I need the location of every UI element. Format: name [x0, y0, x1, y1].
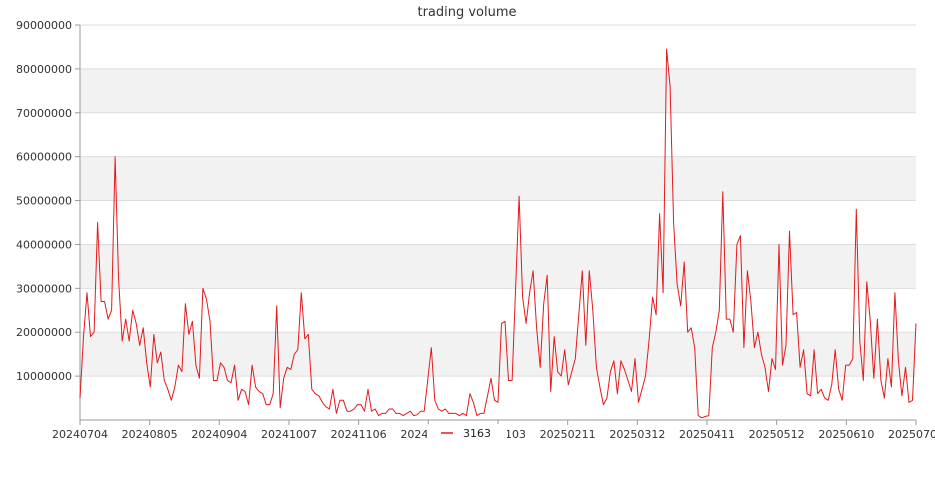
y-tick-label: 30000000: [16, 282, 72, 295]
series-group: [79, 48, 917, 419]
grid-band: [80, 200, 916, 245]
grid-band: [80, 156, 916, 201]
legend: 3163: [427, 424, 507, 440]
x-tick-label: 20250211: [540, 428, 596, 441]
y-tick-label: 80000000: [16, 63, 72, 76]
legend-label: 3163: [463, 427, 491, 440]
x-tick-label: 20250512: [749, 428, 805, 441]
x-tick-label: 20241007: [261, 428, 317, 441]
grid-band: [80, 68, 916, 113]
grid-band: [80, 332, 916, 377]
x-tick-label: 20250709: [888, 428, 935, 441]
grid-bands: [80, 25, 916, 420]
x-tick-label: 20241106: [331, 428, 387, 441]
chart-title: trading volume: [417, 5, 516, 20]
grid-band: [80, 112, 916, 157]
x-tick-label: 20240704: [52, 428, 108, 441]
y-axis: 10000000 20000000 30000000 40000000 50000000…: [16, 19, 81, 420]
x-tick-label: 20250312: [609, 428, 665, 441]
y-tick-label: 20000000: [16, 326, 72, 339]
x-tick-label: 20250411: [679, 428, 735, 441]
grid-band: [80, 244, 916, 289]
y-tick-label: 90000000: [16, 19, 72, 32]
x-tick-label: 20250610: [818, 428, 874, 441]
grid-band: [80, 25, 916, 69]
x-tick-label: 20240805: [122, 428, 178, 441]
y-tick-label: 60000000: [16, 151, 72, 164]
y-tick-label: 10000000: [16, 370, 72, 383]
series-line: [79, 48, 917, 419]
grid-lines: [80, 24, 916, 377]
legend-box: [427, 424, 507, 440]
y-tick-label: 70000000: [16, 107, 72, 120]
y-tick-label: 40000000: [16, 238, 72, 251]
y-tick-label: 50000000: [16, 195, 72, 208]
x-tick-label: 20240904: [191, 428, 247, 441]
